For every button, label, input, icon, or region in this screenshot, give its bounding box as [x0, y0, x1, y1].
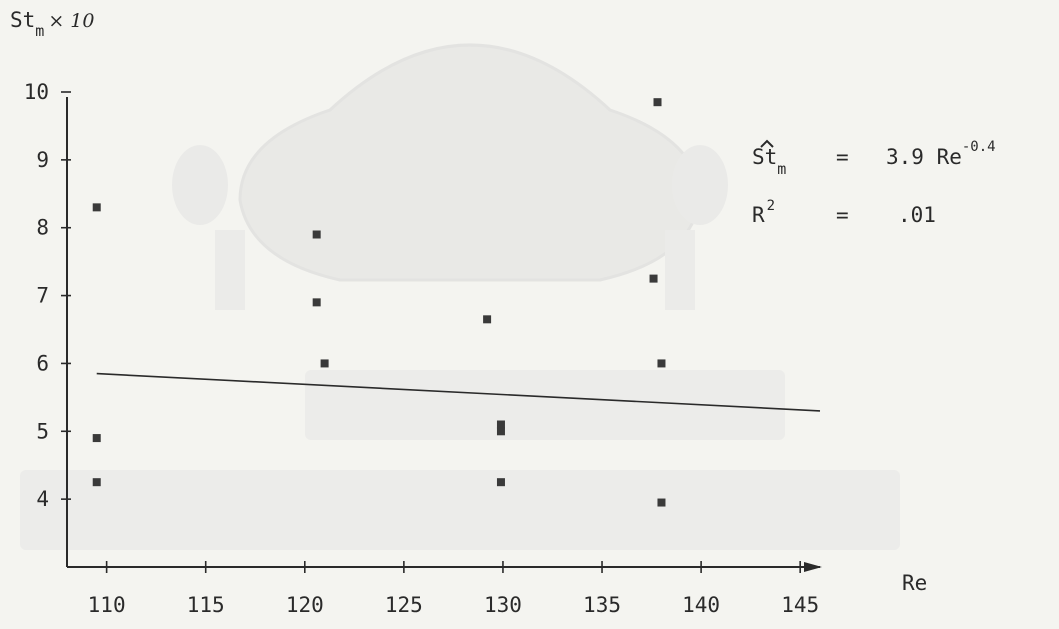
data-point	[92, 434, 101, 443]
x-axis-label: Re	[902, 571, 927, 595]
equation-lhs: Stm	[752, 145, 786, 178]
data-point	[653, 98, 662, 107]
y-tick-label: 4	[36, 487, 49, 511]
y-tick-label: 8	[36, 216, 49, 240]
data-point	[657, 498, 666, 507]
y-tick-label: 5	[36, 419, 49, 443]
hat-mark	[760, 139, 774, 148]
y-tick-label: 6	[36, 351, 49, 375]
data-points	[92, 98, 666, 507]
x-tick-label: 135	[583, 593, 621, 617]
equation-rhs: 3.9 Re-0.4	[886, 139, 996, 169]
y-axis-label: Stm × 10	[10, 8, 94, 40]
x-tick-label: 110	[88, 593, 126, 617]
data-point	[483, 315, 492, 324]
data-point	[320, 359, 329, 368]
watermark	[20, 43, 900, 550]
data-point	[657, 359, 666, 368]
x-tick-label: 120	[286, 593, 324, 617]
x-tick-label: 115	[187, 593, 225, 617]
data-point	[496, 427, 505, 436]
ticks: 110 115 120 125 130 135 140 145 10 9 8 7 6 5 4	[24, 80, 819, 617]
fit-line	[96, 372, 821, 412]
y-tick-label: 7	[36, 284, 49, 308]
x-tick-label: 125	[385, 593, 423, 617]
r-squared-value: .01	[898, 203, 936, 227]
equation-equals: =	[836, 145, 849, 169]
data-point	[92, 478, 101, 487]
x-tick-label: 130	[484, 593, 522, 617]
data-point	[649, 274, 658, 283]
data-point	[496, 478, 505, 487]
r-squared-equals: =	[836, 203, 849, 227]
axes	[66, 97, 822, 572]
x-tick-label: 140	[682, 593, 720, 617]
data-point	[312, 298, 321, 307]
data-point	[496, 420, 505, 429]
y-tick-label: 10	[24, 80, 49, 104]
data-point	[312, 230, 321, 239]
x-tick-label: 145	[781, 593, 819, 617]
data-point	[92, 203, 101, 212]
fit-line-group	[96, 372, 821, 412]
y-tick-label: 9	[36, 148, 49, 172]
x-axis-arrow	[804, 562, 822, 572]
